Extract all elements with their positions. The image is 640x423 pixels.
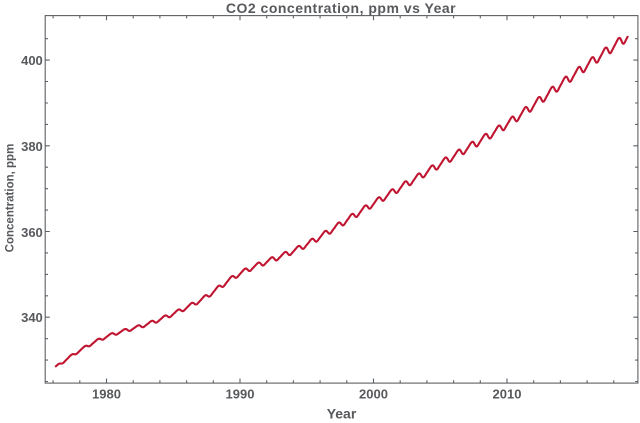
svg-text:1990: 1990 xyxy=(226,386,255,401)
svg-text:380: 380 xyxy=(21,139,43,154)
svg-text:2010: 2010 xyxy=(493,386,522,401)
svg-text:400: 400 xyxy=(21,53,43,68)
svg-text:Concentration, ppm: Concentration, ppm xyxy=(5,144,17,253)
svg-text:1980: 1980 xyxy=(92,386,121,401)
svg-text:CO2 concentration, ppm vs Year: CO2 concentration, ppm vs Year xyxy=(226,0,456,16)
svg-text:340: 340 xyxy=(21,310,43,325)
svg-text:360: 360 xyxy=(21,225,43,240)
svg-text:2000: 2000 xyxy=(359,386,388,401)
svg-text:Year: Year xyxy=(327,406,357,422)
